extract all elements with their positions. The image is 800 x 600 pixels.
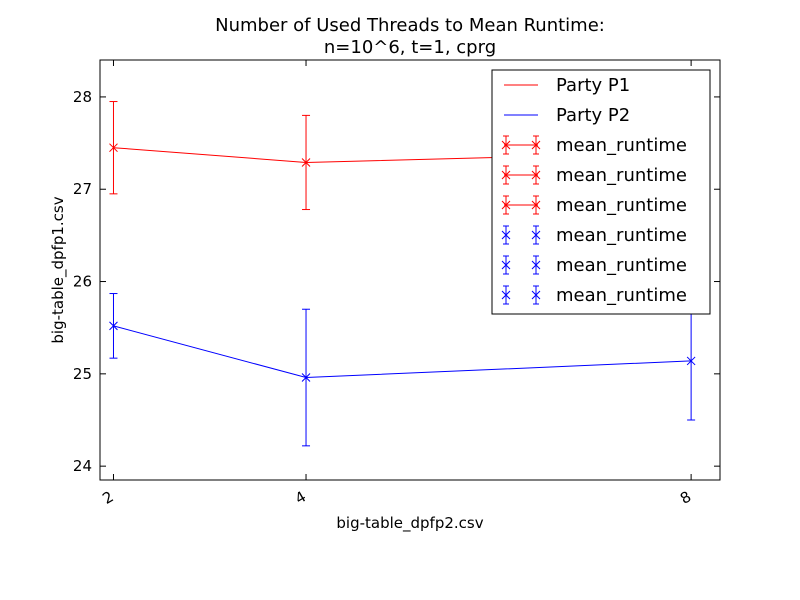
legend-entry: mean_runtime xyxy=(501,255,687,276)
y-axis-label: big-table_dpfp1.csv xyxy=(49,196,68,343)
legend-entry: Party P2 xyxy=(504,105,630,126)
legend-label: mean_runtime xyxy=(556,285,687,306)
y-tick-label: 26 xyxy=(73,273,92,291)
legend-label: mean_runtime xyxy=(556,255,687,276)
legend-entry: Party P1 xyxy=(504,75,630,96)
legend-entry: mean_runtime xyxy=(501,285,687,306)
legend-marker xyxy=(531,170,541,180)
legend-label: mean_runtime xyxy=(556,195,687,216)
chart-title-line-2: n=10^6, t=1, cprg xyxy=(324,37,496,58)
x-tick-label: 4 xyxy=(292,487,309,507)
legend-box xyxy=(491,69,711,315)
legend-marker xyxy=(531,140,541,150)
data-point xyxy=(301,158,311,167)
legend-label: Party P1 xyxy=(556,75,630,96)
chart-title-line-1: Number of Used Threads to Mean Runtime: xyxy=(215,15,605,36)
legend-marker xyxy=(501,290,511,300)
x-tick-label: 2 xyxy=(99,487,116,507)
legend-entry: mean_runtime xyxy=(501,195,687,216)
legend-entry: mean_runtime xyxy=(501,165,687,186)
legend-marker xyxy=(501,260,511,270)
y-tick-label: 27 xyxy=(73,180,92,198)
series-2 xyxy=(109,293,696,447)
x-axis-label: big-table_dpfp2.csv xyxy=(336,514,483,533)
legend-label: Party P2 xyxy=(556,105,630,126)
data-point xyxy=(109,143,118,153)
y-tick-label: 25 xyxy=(73,365,92,383)
y-tick-label: 24 xyxy=(73,457,92,475)
legend-marker xyxy=(531,200,541,210)
legend-marker xyxy=(531,290,541,300)
legend-entry: mean_runtime xyxy=(501,135,687,156)
legend-label: mean_runtime xyxy=(556,225,687,246)
data-point xyxy=(109,321,118,331)
y-tick-label: 28 xyxy=(73,88,92,106)
legend-marker xyxy=(501,230,511,240)
legend-marker xyxy=(501,200,511,210)
legend-label: mean_runtime xyxy=(556,165,687,186)
legend-marker xyxy=(501,140,511,150)
legend: Party P1 Party P2 mean_runtime mean_runtime… xyxy=(491,69,711,315)
x-tick-label: 8 xyxy=(677,487,694,507)
legend-label: mean_runtime xyxy=(556,135,687,156)
data-point xyxy=(686,356,696,366)
legend-marker xyxy=(501,170,511,180)
data-point xyxy=(301,373,311,382)
legend-entry: mean_runtime xyxy=(501,225,687,246)
legend-marker xyxy=(531,260,541,270)
legend-marker xyxy=(531,230,541,240)
